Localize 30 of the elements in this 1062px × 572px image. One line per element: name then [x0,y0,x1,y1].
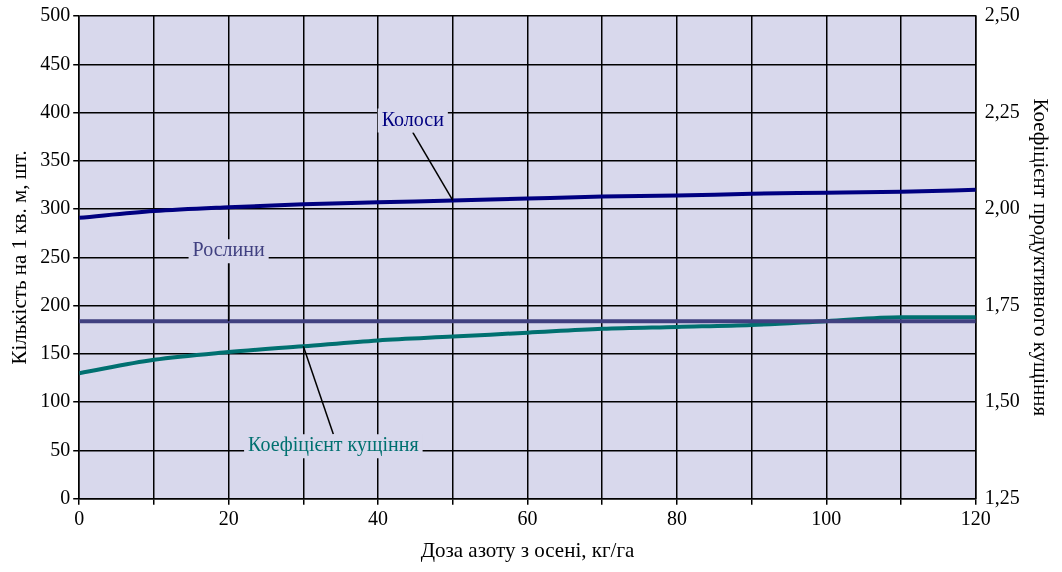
y2-tick-label: 1,75 [984,292,1020,315]
y2-tick-label: 1,25 [984,486,1020,509]
y2-tick-label: 1,50 [984,389,1020,412]
y-tick-label: 50 [50,437,71,460]
y-tick-label: 400 [40,99,71,122]
x-tick-label: 20 [218,507,239,530]
y-tick-label: 0 [60,486,71,509]
x-tick-label: 0 [74,507,85,530]
y2-axis-title: Коефіцієнт продуктивного кущіння [1028,98,1053,417]
x-tick-label: 60 [517,507,538,530]
y-tick-label: 200 [40,292,71,315]
y-tick-label: 500 [40,3,71,26]
y-tick-label: 300 [40,196,71,219]
y2-tick-label: 2,25 [984,99,1020,122]
y2-tick-label: 2,50 [984,3,1020,26]
x-tick-label: 100 [811,507,842,530]
text: Коефіцієнт кущіння [248,433,419,457]
y-tick-label: 350 [40,148,71,171]
text: Рослини [192,238,265,261]
y-tick-label: 100 [40,389,71,412]
y2-tick-label: 2,00 [984,196,1020,219]
x-tick-label: 120 [960,507,991,530]
x-tick-label: 40 [368,507,389,530]
y-tick-label: 150 [40,341,71,364]
y-tick-label: 450 [40,51,71,74]
x-axis-title: Доза азоту з осені, кг/га [420,537,636,562]
y-axis-title: Кількість на 1 кв. м, шт. [7,150,32,365]
text: Колоси [381,107,445,130]
x-tick-label: 80 [666,507,687,530]
y-tick-label: 250 [40,244,71,267]
